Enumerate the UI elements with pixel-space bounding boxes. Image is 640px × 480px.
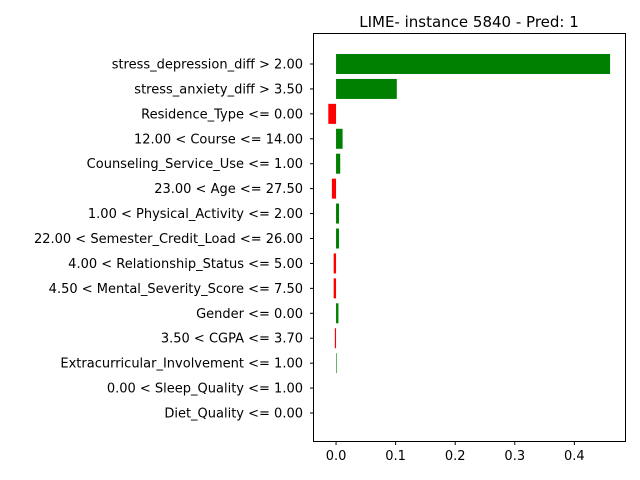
- y-tick-label: Gender <= 0.00: [196, 307, 303, 322]
- y-tick-label: 22.00 < Semester_Credit_Load <= 26.00: [34, 232, 303, 247]
- y-tick-label: 3.50 < CGPA <= 3.70: [161, 332, 303, 347]
- y-tick-label: 4.00 < Relationship_Status <= 5.00: [68, 257, 303, 272]
- y-tick-label: 1.00 < Physical_Activity <= 2.00: [88, 207, 303, 222]
- bar: [333, 253, 337, 274]
- x-tick-label: 0.1: [385, 449, 406, 464]
- bar: [336, 228, 340, 249]
- y-tick-label: 4.50 < Mental_Severity_Score <= 7.50: [49, 282, 303, 297]
- bar: [336, 153, 341, 174]
- plot-frame: [313, 33, 626, 442]
- y-tick-label: Diet_Quality <= 0.00: [164, 407, 303, 422]
- x-tick-label: 0.4: [564, 449, 585, 464]
- bar: [336, 78, 397, 99]
- x-tick-label: 0.0: [326, 449, 347, 464]
- y-tick-label: 12.00 < Course <= 14.00: [134, 132, 303, 147]
- bar: [328, 103, 337, 124]
- y-tick-label: Counseling_Service_Use <= 1.00: [87, 157, 303, 172]
- bar: [331, 178, 337, 199]
- bars-group: [328, 54, 611, 374]
- x-tick-label: 0.2: [445, 449, 466, 464]
- bar: [334, 328, 337, 349]
- y-tick-label: 0.00 < Sleep_Quality <= 1.00: [107, 382, 303, 397]
- y-tick-label: stress_depression_diff > 2.00: [112, 58, 303, 73]
- x-tick-label: 0.3: [504, 449, 525, 464]
- x-axis-ticks: 0.0 0.1 0.2 0.3 0.4: [326, 441, 585, 464]
- y-tick-label: Residence_Type <= 0.00: [141, 107, 303, 122]
- bar: [333, 278, 337, 299]
- chart-title: LIME- instance 5840 - Pred: 1: [359, 13, 579, 31]
- y-axis-ticks: stress_depression_diff > 2.00 stress_anxi…: [34, 58, 314, 422]
- bar: [336, 128, 343, 149]
- bar: [336, 203, 340, 224]
- bar: [336, 303, 339, 324]
- y-tick-label: stress_anxiety_diff > 3.50: [134, 82, 303, 97]
- y-tick-label: Extracurricular_Involvement <= 1.00: [60, 357, 303, 372]
- bar: [336, 54, 611, 74]
- bar: [336, 353, 337, 374]
- y-tick-label: 23.00 < Age <= 27.50: [154, 182, 303, 197]
